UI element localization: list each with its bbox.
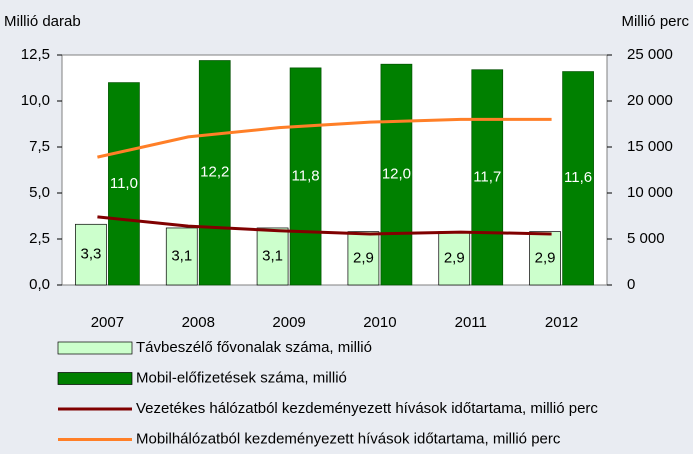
data-label: 3,1	[262, 247, 283, 264]
bar	[529, 231, 561, 286]
y-tick-label: 0,0	[29, 276, 50, 293]
data-label: 3,3	[80, 246, 101, 263]
x-tick-label: 2012	[545, 314, 578, 331]
y2-tick-label: 15 000	[627, 138, 673, 155]
data-label: 11,6	[564, 169, 592, 186]
bar	[165, 227, 198, 286]
bar	[562, 71, 594, 286]
data-label: 2,9	[535, 249, 556, 266]
bar	[75, 223, 107, 286]
x-tick-label: 2011	[455, 314, 487, 331]
bar	[471, 69, 504, 286]
y2-tick-label: 10 000	[627, 184, 673, 201]
bar	[347, 231, 380, 286]
line	[97, 117, 552, 159]
bar	[198, 60, 231, 286]
x-tick-label: 2007	[91, 314, 124, 331]
bar	[256, 227, 289, 286]
y-axis-title: Millió darab	[4, 13, 81, 30]
x-tick-label: 2008	[182, 314, 215, 331]
x-tick-label: 2009	[272, 314, 305, 331]
y2-tick-label: 0	[627, 276, 635, 293]
y-tick-label: 12,5	[21, 46, 50, 63]
data-label: 11,0	[110, 175, 138, 192]
bar	[108, 82, 140, 286]
bar	[289, 67, 322, 286]
y-tick-label: 2,5	[29, 230, 50, 247]
data-label: 12,0	[382, 166, 411, 183]
data-label: 11,8	[292, 167, 320, 184]
line	[97, 215, 552, 236]
data-label: 11,7	[473, 168, 501, 185]
y2-axis-title: Millió perc	[621, 13, 689, 30]
legend-swatch	[57, 372, 133, 385]
legend-label: Távbeszélő fővonalak száma, millió	[136, 339, 372, 356]
y-tick-label: 7,5	[29, 138, 50, 155]
y2-tick-label: 20 000	[627, 92, 673, 109]
data-label: 12,2	[200, 164, 229, 181]
x-tick-label: 2010	[363, 314, 396, 331]
bar	[380, 63, 413, 286]
bar	[438, 231, 471, 286]
legend-label: Mobil-előfizetések száma, millió	[136, 369, 347, 386]
legend-label: Vezetékes hálózatból kezdeményezett hívá…	[136, 400, 598, 417]
legend-label: Mobilhálózatból kezdeményezett hívások i…	[136, 430, 561, 447]
data-label: 2,9	[353, 249, 374, 266]
data-label: 2,9	[444, 249, 465, 266]
plot-area	[61, 54, 608, 286]
legend-swatch	[57, 341, 133, 355]
y2-tick-label: 5 000	[627, 230, 665, 247]
data-label: 3,1	[171, 247, 192, 264]
y2-tick-label: 25 000	[627, 46, 673, 63]
y-tick-label: 10,0	[21, 92, 50, 109]
y-tick-label: 5,0	[29, 184, 50, 201]
